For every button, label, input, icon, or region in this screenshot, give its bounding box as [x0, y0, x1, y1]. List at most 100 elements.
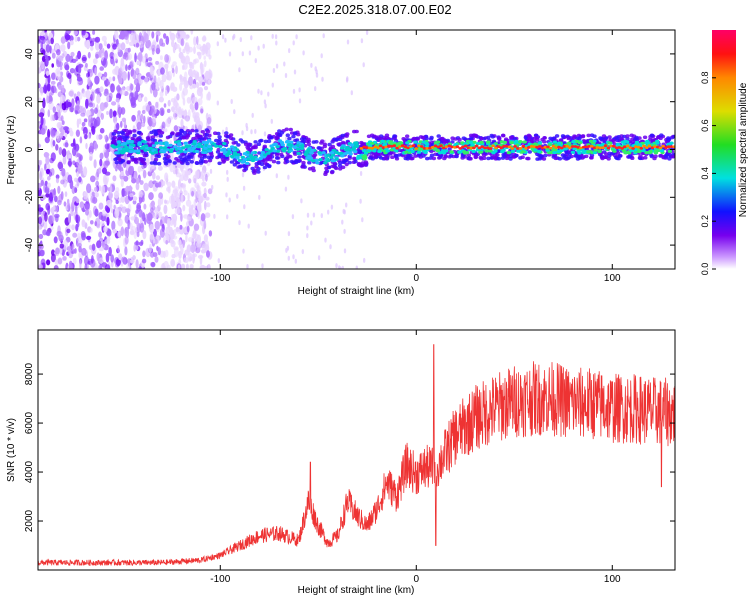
heatmap-cell [67, 72, 72, 79]
heatmap-cell [43, 84, 48, 94]
heatmap-cell [152, 116, 157, 124]
heatmap-cell [99, 158, 103, 167]
heatmap-cell [288, 48, 291, 54]
heatmap-cell [55, 215, 59, 223]
heatmap-cell [163, 33, 167, 39]
heatmap-cell [68, 90, 74, 97]
heatmap-cell [62, 155, 67, 165]
heatmap-cell [546, 145, 550, 149]
heatmap-cell [149, 232, 155, 240]
heatmap-cell [138, 78, 144, 84]
heatmap-cell [69, 68, 75, 74]
heatmap-cell [71, 243, 75, 251]
heatmap-cell [150, 262, 156, 268]
heatmap-cell [254, 128, 257, 134]
heatmap-cell [334, 157, 339, 161]
heatmap-cell [615, 138, 620, 143]
heatmap-cell [323, 161, 328, 165]
heatmap-cell [41, 55, 46, 63]
heatmap-cell [106, 43, 111, 49]
heatmap-cell [484, 149, 489, 153]
heatmap-cell [104, 160, 110, 166]
heatmap-cell [127, 47, 131, 53]
heatmap-cell [435, 149, 441, 153]
heatmap-cell [521, 144, 526, 148]
heatmap-cell [144, 217, 147, 226]
heatmap-cell [47, 109, 51, 118]
heatmap-cell [340, 154, 345, 158]
heatmap-cell [203, 60, 207, 68]
heatmap-cell [46, 259, 51, 266]
heatmap-cell [155, 175, 161, 181]
heatmap-cell [102, 167, 107, 175]
heatmap-cell [121, 86, 126, 95]
heatmap-cell [95, 41, 100, 51]
heatmap-cell [260, 90, 263, 96]
heatmap-cell [143, 115, 146, 124]
heatmap-cell [104, 88, 109, 94]
heatmap-cell [257, 45, 260, 51]
heatmap-cell [46, 39, 51, 45]
heatmap-cell [568, 146, 572, 150]
heatmap-cell [658, 153, 664, 158]
heatmap-cell [197, 205, 202, 213]
heatmap-cell [306, 233, 309, 239]
heatmap-cell [421, 140, 426, 144]
heatmap-cell [67, 198, 70, 205]
heatmap-cell [249, 155, 254, 159]
heatmap-cell [55, 247, 60, 255]
heatmap-cell [542, 139, 547, 144]
heatmap-cell [256, 170, 261, 174]
heatmap-cell [620, 147, 624, 150]
heatmap-cell [57, 257, 63, 265]
heatmap-cell [529, 139, 534, 144]
heatmap-cell [148, 146, 153, 150]
heatmap-cell [403, 145, 408, 149]
heatmap-cell [61, 104, 65, 110]
heatmap-cell [91, 125, 95, 133]
heatmap-cell [120, 151, 125, 155]
heatmap-cell [97, 167, 102, 174]
heatmap-cell [330, 204, 334, 210]
heatmap-cell [135, 259, 139, 269]
heatmap-cell [430, 145, 435, 149]
heatmap-cell [94, 186, 98, 192]
heatmap-cell [194, 182, 200, 189]
heatmap-cell [48, 92, 52, 102]
heatmap-cell [140, 160, 146, 164]
heatmap-cell [85, 142, 88, 150]
heatmap-cell [133, 157, 138, 162]
heatmap-cell [146, 104, 150, 112]
heatmap-cell [274, 34, 278, 40]
x-tick-label: 100 [604, 273, 621, 284]
heatmap-cell [38, 204, 41, 209]
heatmap-cell [204, 212, 211, 218]
heatmap-cell [196, 189, 201, 199]
heatmap-cell [218, 144, 223, 149]
heatmap-cell [67, 101, 72, 108]
heatmap-cell [136, 149, 141, 153]
heatmap-cell [45, 155, 50, 166]
heatmap-cell [417, 147, 422, 152]
heatmap-cell [207, 91, 211, 101]
heatmap-cell [153, 131, 159, 136]
heatmap-cell [120, 226, 125, 237]
heatmap-cell [250, 129, 253, 135]
snr-axes: -100 0 100 2000 4000 6000 8000 [24, 330, 675, 585]
heatmap-cell [661, 144, 665, 148]
heatmap-cell [108, 92, 113, 100]
heatmap-cell [183, 257, 189, 263]
heatmap-cell [159, 107, 165, 116]
heatmap-cell [111, 132, 117, 136]
heatmap-cell [100, 112, 105, 120]
heatmap-cell [50, 37, 54, 45]
heatmap-cell [348, 152, 353, 156]
heatmap-cell [429, 135, 434, 140]
heatmap-cell [373, 155, 378, 159]
heatmap-cell [48, 101, 54, 110]
heatmap-cell [120, 42, 126, 51]
heatmap-cell [433, 144, 438, 148]
heatmap-cell [79, 201, 85, 209]
heatmap-cell [162, 180, 166, 187]
heatmap-cell [551, 144, 556, 148]
